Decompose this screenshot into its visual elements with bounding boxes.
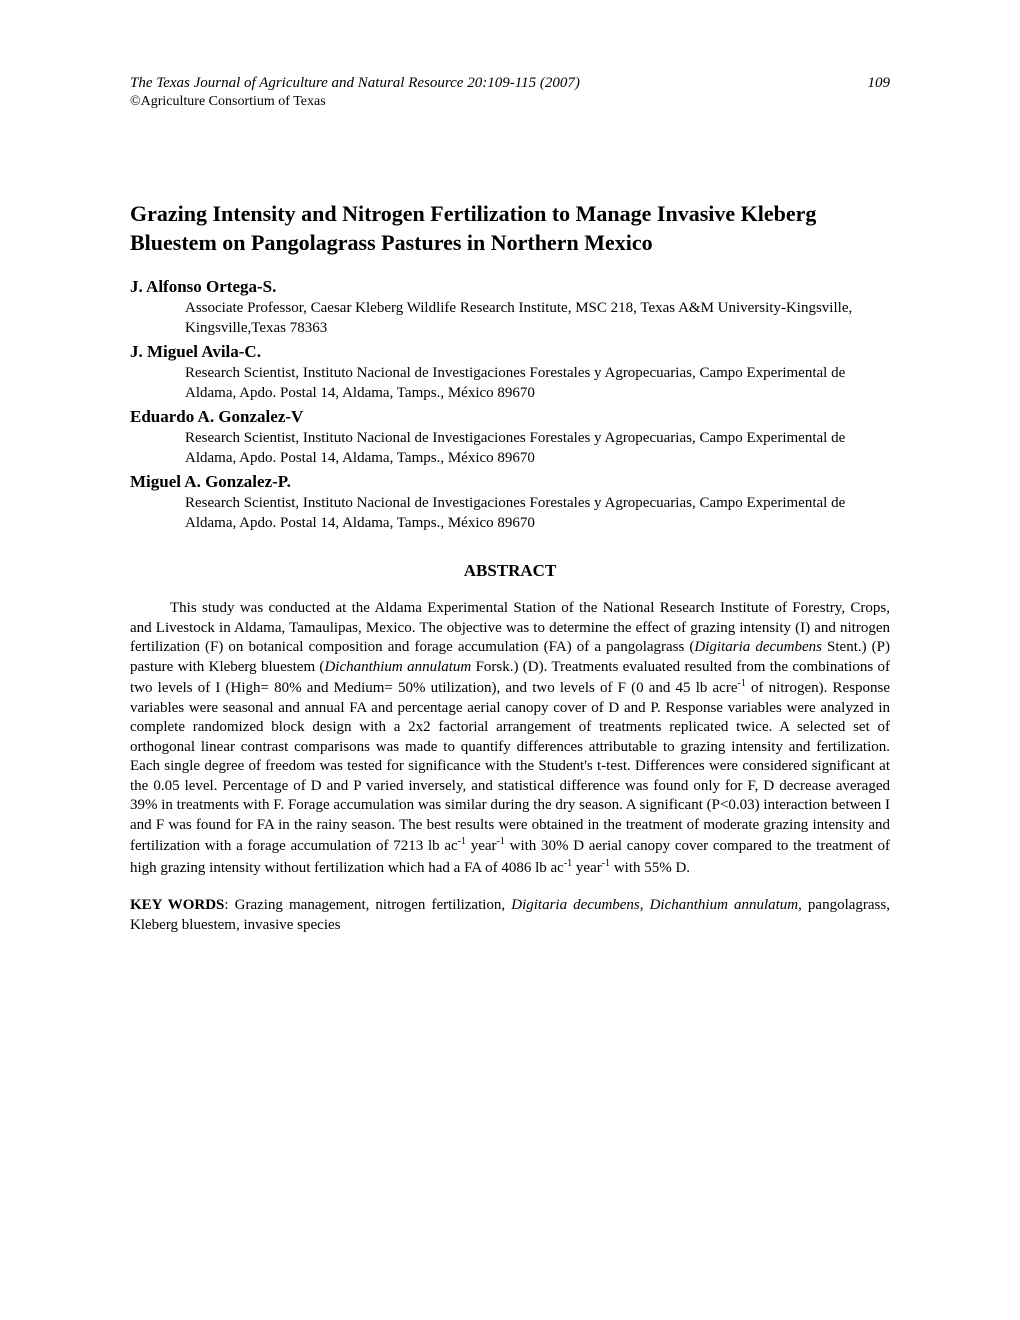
page: The Texas Journal of Agriculture and Nat…: [0, 0, 1020, 1010]
author-affiliation: Research Scientist, Instituto Nacional d…: [185, 494, 890, 533]
abstract-text: with 55% D.: [610, 860, 690, 876]
author-name: Eduardo A. Gonzalez-V: [130, 407, 890, 427]
abstract-text: of nitrogen). Response variables were se…: [130, 680, 890, 854]
superscript: -1: [564, 858, 572, 869]
author-block-3: Miguel A. Gonzalez-P. Research Scientist…: [130, 472, 890, 533]
keywords-section: KEY WORDS: Grazing management, nitrogen …: [130, 896, 890, 935]
superscript: -1: [602, 858, 610, 869]
keywords-species: Digitaria decumbens, Dichanthium annulat…: [511, 897, 798, 913]
author-block-2: Eduardo A. Gonzalez-V Research Scientist…: [130, 407, 890, 468]
running-header: The Texas Journal of Agriculture and Nat…: [130, 75, 890, 92]
author-affiliation: Research Scientist, Instituto Nacional d…: [185, 429, 890, 468]
keywords-text: : Grazing management, nitrogen fertiliza…: [224, 897, 511, 913]
superscript: -1: [458, 836, 466, 847]
copyright-line: ©Agriculture Consortium of Texas: [130, 94, 890, 110]
author-name: Miguel A. Gonzalez-P.: [130, 472, 890, 492]
article-title: Grazing Intensity and Nitrogen Fertiliza…: [130, 200, 890, 257]
author-block-0: J. Alfonso Ortega-S. Associate Professor…: [130, 277, 890, 338]
species-name: Dichanthium annulatum: [324, 659, 471, 675]
superscript: -1: [737, 678, 745, 689]
author-name: J. Alfonso Ortega-S.: [130, 277, 890, 297]
abstract-heading: ABSTRACT: [130, 561, 890, 581]
author-block-1: J. Miguel Avila-C. Research Scientist, I…: [130, 342, 890, 403]
author-affiliation: Research Scientist, Instituto Nacional d…: [185, 364, 890, 403]
abstract-text: year: [572, 860, 602, 876]
page-number: 109: [868, 75, 891, 92]
keywords-label: KEY WORDS: [130, 897, 224, 913]
superscript: -1: [497, 836, 505, 847]
abstract-body: This study was conducted at the Aldama E…: [130, 599, 890, 878]
author-affiliation: Associate Professor, Caesar Kleberg Wild…: [185, 299, 890, 338]
abstract-text: year: [466, 838, 497, 854]
author-name: J. Miguel Avila-C.: [130, 342, 890, 362]
journal-citation: The Texas Journal of Agriculture and Nat…: [130, 75, 580, 92]
species-name: Digitaria decumbens: [694, 639, 822, 655]
